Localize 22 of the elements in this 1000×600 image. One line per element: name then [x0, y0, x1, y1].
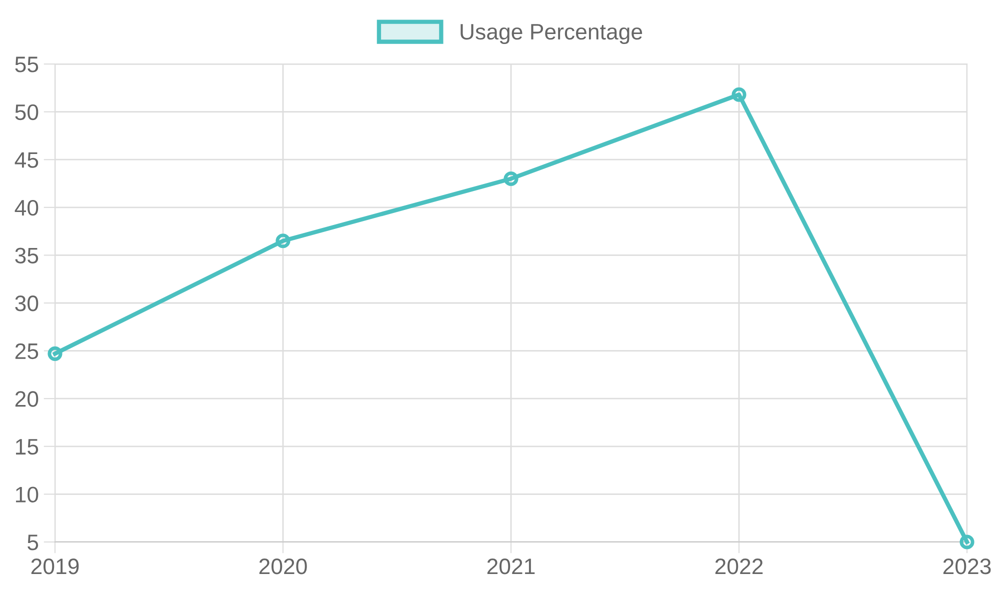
x-tick-label: 2021 [487, 558, 535, 574]
point [960, 534, 974, 550]
x-tick-label: 2023 [943, 558, 991, 574]
y-tick-label: 20 [15, 391, 38, 407]
point [48, 346, 62, 361]
point [276, 234, 290, 248]
x-tick-label: 2019 [31, 558, 79, 574]
y-tick-label: 30 [15, 296, 38, 312]
y-tick-label: 40 [14, 200, 38, 216]
point [732, 87, 746, 102]
x-tick-label: 2020 [259, 558, 307, 574]
y-tick-label: 5 [28, 534, 38, 550]
y-tick-label: 10 [16, 486, 38, 502]
y-tick-label: 55 [15, 56, 38, 72]
point [504, 171, 518, 186]
y-tick-label: 15 [16, 439, 38, 455]
y-tick-label: 45 [14, 152, 38, 168]
y-tick-label: 50 [15, 104, 38, 120]
legend-label: Usage Percentage [460, 24, 642, 44]
y-tick-label: 35 [15, 248, 38, 264]
y-tick-label: 25 [15, 343, 38, 360]
x-tick-label: 2022 [715, 558, 763, 574]
